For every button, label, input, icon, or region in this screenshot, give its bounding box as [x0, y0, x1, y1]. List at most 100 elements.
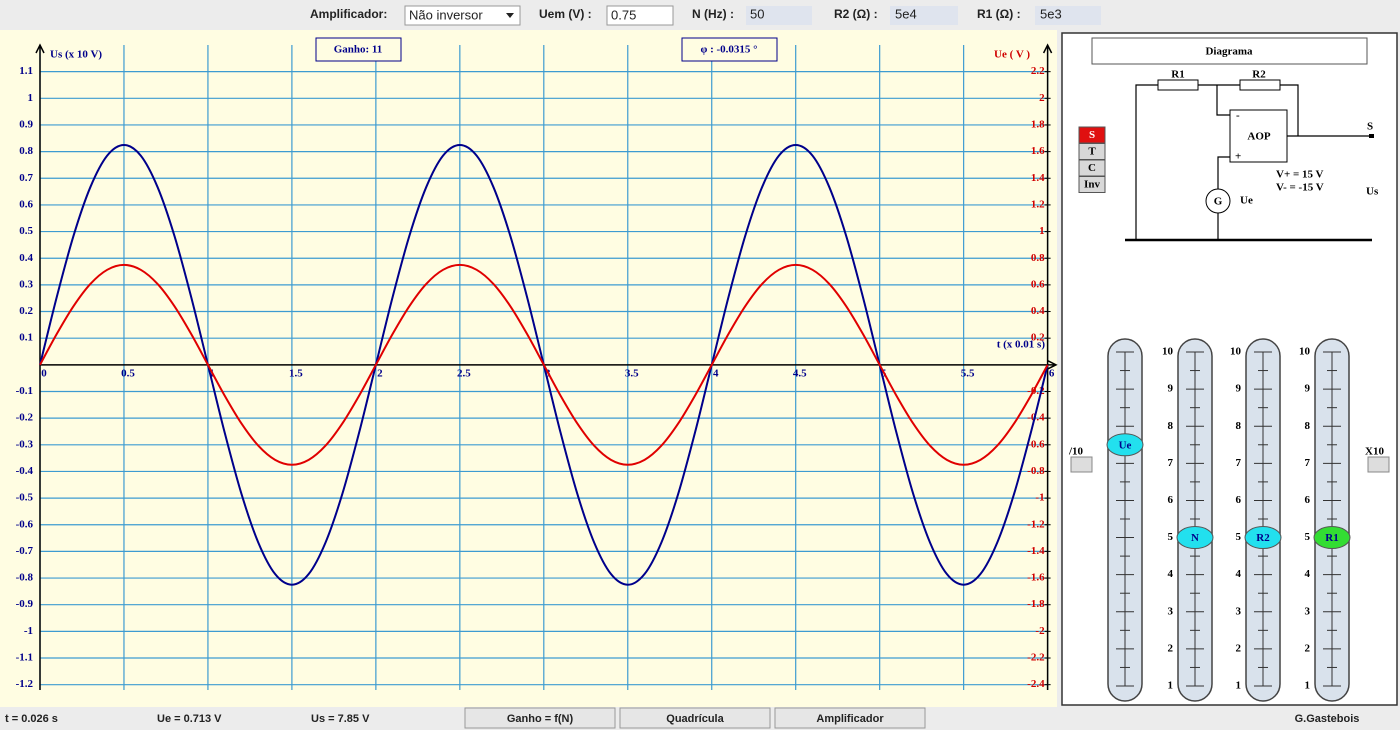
slider-tick-label: 7 [1168, 457, 1174, 469]
button[interactable] [1070, 456, 1093, 473]
slider-knob-label[interactable]: R1 [1325, 532, 1338, 544]
y2-tick-label: 2.2 [1031, 65, 1045, 77]
slider-tick-label: 1 [1236, 680, 1242, 692]
tab-button[interactable] [464, 707, 616, 729]
y-tick-label: 0.8 [19, 145, 33, 157]
annotation-box [315, 37, 402, 62]
x-tick-label: 4.5 [793, 367, 807, 379]
mode-button-label[interactable]: T [1088, 146, 1096, 158]
x-tick-label: 3.5 [625, 367, 639, 379]
resistor [1157, 79, 1199, 91]
label: AOP [1247, 131, 1271, 143]
y-tick-label: 0.2 [19, 305, 33, 317]
status: Us = 7.85 V [311, 713, 370, 725]
button[interactable] [1367, 456, 1390, 473]
toolbar [0, 0, 1400, 30]
input[interactable] [606, 5, 674, 26]
label: + [1235, 151, 1241, 163]
y2-tick-label: -1.2 [1027, 518, 1045, 530]
diagram-title-box [1091, 37, 1368, 65]
y-tick-label: -0.2 [16, 412, 34, 424]
annotation: Ganho: 11 [334, 44, 383, 56]
slider-tick-label: 3 [1305, 605, 1311, 617]
mode-button-label[interactable]: Inv [1084, 179, 1100, 191]
output-node [1369, 134, 1374, 138]
y-tick-label: 1.1 [19, 65, 33, 77]
y2-tick-label: -2.2 [1027, 652, 1045, 664]
label: Amplificador: [310, 7, 387, 21]
slider-knob-label[interactable]: N [1191, 532, 1199, 544]
slider-tick-label: 4 [1236, 568, 1242, 580]
label: Uem (V) : [539, 7, 592, 21]
y-tick-label: -0.5 [16, 492, 34, 504]
y-tick-label: -1 [24, 625, 33, 637]
slider-knob-label[interactable]: R2 [1256, 532, 1270, 544]
diagram-title: Diagrama [1205, 46, 1253, 58]
slider-knob[interactable] [1176, 526, 1214, 550]
resistor [1239, 79, 1281, 91]
input-value[interactable]: 0.75 [611, 7, 636, 22]
x-tick-label: 6 [1049, 367, 1055, 379]
slider-tick-label: 10 [1162, 346, 1174, 358]
label: S [1367, 121, 1373, 133]
opamp [1229, 109, 1288, 163]
mode-button-label[interactable]: S [1089, 129, 1095, 141]
status: Ue = 0.713 V [157, 713, 222, 725]
mode-button-label[interactable]: C [1088, 162, 1096, 174]
tab-button-label[interactable]: Amplificador [816, 713, 884, 725]
y2-tick-label: -1 [1035, 492, 1044, 504]
y-axis-label: Us (x 10 V) [50, 49, 102, 61]
y-tick-label: -0.8 [16, 572, 34, 584]
y2-tick-label: 1.6 [1031, 145, 1045, 157]
y2-tick-label: -1.6 [1027, 572, 1045, 584]
label: R1 (Ω) : [977, 7, 1021, 21]
dropdown-arrow[interactable] [506, 13, 514, 18]
slider-knob[interactable] [1244, 526, 1282, 550]
label: G [1214, 196, 1223, 208]
slider-tick-label: 2 [1305, 642, 1311, 654]
label: R2 [1252, 69, 1266, 81]
y2-tick-label: -1.4 [1027, 545, 1045, 557]
y-tick-label: 0.7 [19, 172, 33, 184]
y-tick-label: 0.4 [19, 252, 33, 264]
annotation-box [681, 37, 778, 62]
y2-tick-label: 2 [1039, 92, 1045, 104]
annotation: φ : -0.0315 ° [700, 44, 757, 56]
x-tick-label: 4 [713, 367, 719, 379]
label: Us [1366, 186, 1379, 198]
x-axis-label: t (x 0.01 s) [997, 339, 1046, 351]
select-value[interactable]: Não inversor [409, 7, 483, 22]
label: - [1236, 110, 1240, 122]
y2-tick-label: 0.8 [1031, 252, 1045, 264]
y2-axis-label: Ue ( V ) [994, 49, 1030, 61]
y2-tick-label: -0.8 [1027, 465, 1045, 477]
y-tick-label: -0.6 [16, 518, 34, 530]
y2-tick-label: 0.2 [1031, 332, 1045, 344]
tab-button[interactable] [619, 707, 771, 729]
slider-knob[interactable] [1313, 526, 1351, 550]
label: Ue [1240, 195, 1253, 207]
label: V+ = 15 V [1276, 169, 1324, 181]
slider-tick-label: 3 [1168, 605, 1174, 617]
x-tick-label: 5.5 [961, 367, 975, 379]
y2-tick-label: -1.8 [1027, 598, 1045, 610]
y-tick-label: 1 [28, 92, 34, 104]
y2-tick-label: 0.4 [1031, 305, 1045, 317]
tab-button-label[interactable]: Ganho = f(N) [507, 713, 574, 725]
y2-tick-label: -2.4 [1027, 678, 1045, 690]
slider-tick-label: 5 [1305, 531, 1311, 543]
tab-button[interactable] [774, 707, 926, 729]
slider-knob[interactable] [1106, 433, 1144, 457]
x-tick-label: 0.5 [121, 367, 135, 379]
slider-knob-label[interactable]: Ue [1119, 439, 1132, 451]
select[interactable] [404, 5, 521, 26]
tab-button-label[interactable]: Quadrícula [666, 713, 724, 725]
label: R2 (Ω) : [834, 7, 878, 21]
slider-tick-label: 7 [1305, 457, 1311, 469]
controls: STC Inv Ue 1 2 3 4 5 6 7 8 9 10 N 1 2 3 4 5 6 7 8 9 10 R2 1 2 3 4 5 6 7… [1078, 126, 1351, 702]
field-value: 50 [750, 6, 764, 21]
mode-button[interactable] [1078, 176, 1106, 193]
slider-tick-label: 10 [1299, 346, 1311, 358]
